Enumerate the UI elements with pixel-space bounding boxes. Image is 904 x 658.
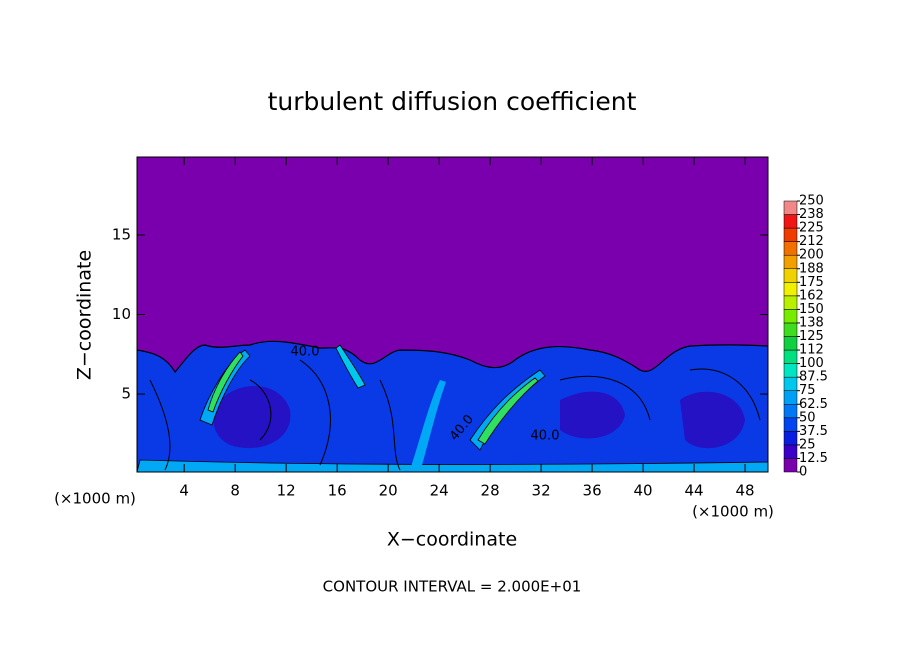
colorbar-bin	[783, 322, 798, 337]
colorbar-bin	[783, 268, 798, 283]
colorbar-bin	[783, 417, 798, 432]
field-streak	[207, 351, 244, 413]
colorbar-label: 212	[799, 234, 824, 249]
colorbar-bin	[783, 349, 798, 364]
y-tick-label: 5	[121, 385, 131, 403]
colorbar-bin	[783, 295, 798, 310]
field-streak	[137, 459, 768, 472]
x-tick-label: 32	[532, 482, 551, 500]
x-tick-label: 40	[634, 482, 653, 500]
colorbar-bin	[783, 444, 798, 459]
x-tick-label: 20	[379, 482, 398, 500]
contour-line	[149, 359, 761, 471]
y-axis-label: Z−coordinate	[74, 250, 96, 380]
colorbar-label: 87.5	[799, 370, 828, 385]
colorbar-bin	[783, 363, 798, 378]
colorbar-bin	[783, 309, 798, 324]
x-tick-label: 12	[277, 482, 296, 500]
colorbar-bin	[783, 431, 798, 446]
colorbar-bin	[783, 282, 798, 297]
colorbar-label: 75	[799, 383, 816, 398]
colorbar-label: 150	[799, 302, 824, 317]
x-unit-label: (×1000 m)	[54, 490, 136, 508]
contour-label: 40.0	[531, 429, 560, 444]
colorbar-label: 138	[799, 315, 824, 330]
footer-note: CONTOUR INTERVAL = 2.000E+01	[323, 578, 582, 596]
field-patch	[680, 391, 745, 449]
x-tick-label: 8	[230, 482, 240, 500]
x-tick-label: 4	[179, 482, 189, 500]
field-streak	[477, 377, 539, 445]
field	[137, 157, 768, 472]
x-tick-label: 28	[481, 482, 500, 500]
colorbar-label: 25	[799, 437, 816, 452]
colorbar-label: 37.5	[799, 424, 828, 439]
colorbar-label: 50	[799, 410, 816, 425]
colorbar-bin	[783, 200, 798, 215]
colorbar-label: 0	[799, 465, 807, 480]
colorbar-bin	[783, 241, 798, 256]
colorbar-label: 225	[799, 221, 824, 236]
x-tick-label: 44	[685, 482, 704, 500]
contour-label: 40.0	[291, 345, 320, 360]
colorbar-bin	[783, 458, 798, 473]
colorbar-label: 238	[799, 207, 824, 222]
colorbar-label: 188	[799, 261, 824, 276]
x-axis-label: X−coordinate	[387, 529, 517, 551]
colorbar-bin	[783, 404, 798, 419]
field-patch	[213, 386, 291, 449]
colorbar-bin	[783, 390, 798, 405]
x-tick-label: 48	[736, 482, 755, 500]
field-patch	[560, 391, 625, 439]
field-streak	[335, 344, 366, 389]
colorbar-bin	[783, 254, 798, 269]
colorbar-label: 112	[799, 343, 824, 358]
colorbar-label: 200	[799, 248, 824, 263]
chart-title: turbulent diffusion coefficient	[268, 87, 637, 116]
colorbar-bin	[783, 214, 798, 229]
colorbar-bin	[783, 336, 798, 351]
colorbar-label: 162	[799, 288, 824, 303]
colorbar-bin	[783, 227, 798, 242]
x-tick-label: 36	[583, 482, 602, 500]
x-unit-label: (×1000 m)	[692, 503, 774, 521]
x-tick-label: 24	[430, 482, 449, 500]
y-tick-label: 15	[112, 225, 131, 243]
y-tick-label: 10	[112, 305, 131, 323]
colorbar-label: 250	[799, 194, 824, 209]
colorbar-label: 12.5	[799, 451, 828, 466]
field-region	[137, 340, 768, 472]
field-streak	[410, 380, 446, 472]
colorbar-label: 62.5	[799, 397, 828, 412]
colorbar-label: 100	[799, 356, 824, 371]
colorbar-label: 175	[799, 275, 824, 290]
colorbar-bin	[783, 376, 798, 391]
x-tick-label: 16	[328, 482, 347, 500]
colorbar-label: 125	[799, 329, 824, 344]
